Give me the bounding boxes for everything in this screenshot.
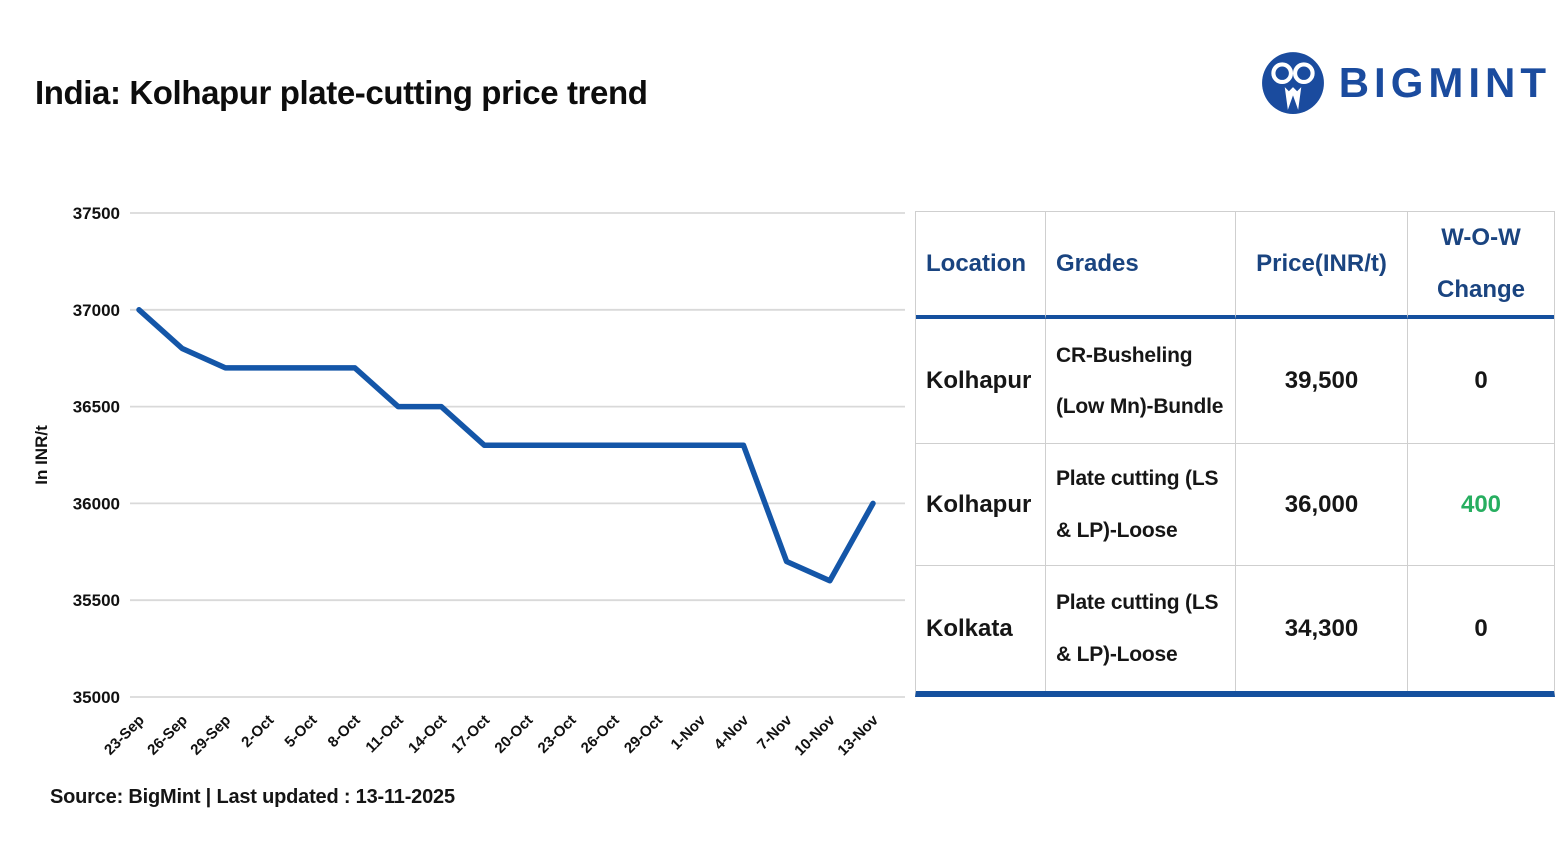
y-tick-label: 36000 [73, 494, 120, 513]
col-header-wow-change-label: W-O-W Change [1436, 223, 1525, 303]
col-header-price: Price(INR/t) [1236, 212, 1408, 319]
y-tick-label: 37000 [73, 301, 120, 320]
source-note: Source: BigMint | Last updated : 13-11-2… [50, 786, 455, 808]
x-tick-label: 2-Oct [238, 712, 277, 751]
x-tick-label: 29-Oct [621, 712, 666, 757]
x-tick-label: 20-Oct [491, 712, 536, 757]
y-axis-title: In INR/t [32, 425, 51, 485]
x-tick-label: 5-Oct [281, 712, 320, 751]
grade-cell: Plate cutting (LS & LP)-Loose [1046, 566, 1236, 691]
col-header-location: Location [916, 212, 1046, 319]
x-tick-label: 23-Sep [101, 712, 148, 759]
x-tick-label: 7-Nov [754, 711, 796, 753]
price-cell: 39,500 [1236, 319, 1408, 444]
location-cell: Kolhapur [916, 444, 1046, 566]
x-tick-label: 26-Sep [144, 712, 191, 759]
x-tick-label: 26-Oct [578, 712, 623, 757]
x-tick-label: 13-Nov [834, 711, 882, 759]
x-tick-label: 4-Nov [711, 711, 753, 753]
bigmint-logo-icon [1261, 52, 1324, 114]
x-tick-label: 14-Oct [405, 712, 450, 757]
chart-area: 35000 35500 36000 36500 37000 37500 In INR/t 23… [20, 200, 910, 780]
x-tick-label: 29-Sep [187, 712, 234, 759]
x-tick-label: 23-Oct [535, 712, 580, 757]
x-tick-label: 17-Oct [448, 712, 493, 757]
location-cell: Kolhapur [916, 319, 1046, 444]
price-cell: 34,300 [1236, 566, 1408, 691]
col-header-wow-change: W-O-W Change [1408, 212, 1554, 319]
wow-change-cell: 400 [1408, 444, 1554, 566]
price-table: Location Grades Price(INR/t) W-O-W Chang… [915, 211, 1555, 697]
grade-cell: Plate cutting (LS & LP)-Loose [1046, 444, 1236, 566]
wow-change-cell: 0 [1474, 614, 1488, 642]
x-tick-label: 8-Oct [325, 712, 364, 751]
y-tick-label: 35000 [73, 688, 120, 707]
price-cell: 36,000 [1236, 444, 1408, 566]
page-title: India: Kolhapur plate-cutting price tren… [35, 74, 648, 111]
wow-change-cell: 0 [1408, 319, 1554, 444]
grade-cell: CR-Busheling (Low Mn)-Bundle [1046, 319, 1236, 444]
x-tick-label: 1-Nov [668, 711, 710, 753]
bigmint-wordmark: BIGMINT [1338, 59, 1551, 106]
col-header-grades: Grades [1046, 212, 1236, 319]
trend-line [136, 307, 876, 584]
x-tick-label: 10-Nov [791, 711, 839, 759]
y-tick-label: 36500 [73, 398, 120, 417]
location-cell: Kolkata [916, 566, 1046, 691]
price-trend-line-chart: 35000 35500 36000 36500 37000 37500 In INR/t 23… [32, 204, 905, 759]
y-tick-label: 35500 [73, 591, 120, 610]
y-tick-label: 37500 [73, 204, 120, 223]
x-tick-label: 11-Oct [362, 712, 406, 756]
bigmint-logo: BIGMINT [1260, 50, 1551, 116]
